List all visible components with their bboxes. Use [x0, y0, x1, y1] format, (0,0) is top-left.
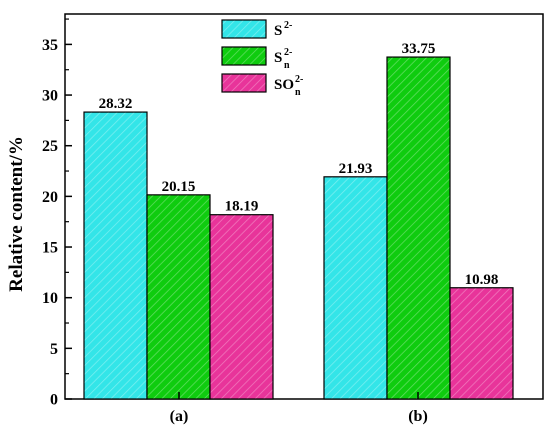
data-label: 20.15 [162, 179, 196, 195]
legend-item: SO 2- n [221, 73, 303, 98]
plot-frame [64, 13, 544, 400]
legend-label-subscript: n [284, 60, 290, 71]
y-tick-label: 35 [42, 37, 58, 54]
x-tick-label: (b) [408, 408, 428, 425]
bar-hatch [147, 195, 210, 399]
plot-area: 0 5 10 15 20 25 30 35 28.32 20.15 18.19 (a) 21.93 33.… [42, 13, 544, 425]
data-label: 33.75 [402, 41, 436, 57]
bar-hatch [210, 215, 273, 399]
y-tick-label: 10 [42, 290, 58, 307]
legend-label-superscript: 2- [295, 74, 303, 85]
bar-hatch [84, 112, 147, 399]
legend: S 2-S 2-nSO 2-n [221, 19, 303, 98]
bar-hatch [324, 177, 387, 399]
legend-swatch-hatch [222, 74, 266, 92]
bar-hatch [450, 288, 513, 399]
legend-label-superscript: 2- [284, 47, 292, 58]
y-tick-label: 20 [42, 189, 58, 206]
legend-swatch-hatch [222, 20, 266, 38]
x-tick-label: (a) [170, 408, 189, 425]
legend-label: S [274, 23, 282, 39]
legend-label-subscript: n [295, 87, 301, 98]
data-label: 28.32 [99, 96, 133, 112]
bar-hatch [387, 57, 450, 399]
y-tick-label: 25 [42, 138, 58, 155]
legend-label-superscript: 2- [284, 20, 292, 31]
legend-label: S [274, 50, 282, 66]
y-tick-label: 15 [42, 240, 58, 257]
data-label: 18.19 [225, 199, 259, 215]
y-tick-label: 0 [50, 392, 58, 409]
y-tick-label: 5 [50, 341, 58, 358]
legend-item: S 2- n [221, 46, 292, 71]
legend-label: SO [274, 77, 294, 93]
legend-swatch-hatch [222, 47, 266, 65]
data-label: 21.93 [339, 161, 373, 177]
y-tick-label: 30 [42, 88, 58, 105]
legend-item: S 2- [221, 19, 292, 39]
data-label: 10.98 [465, 272, 499, 288]
y-axis-label: Relative content/% [6, 136, 27, 292]
